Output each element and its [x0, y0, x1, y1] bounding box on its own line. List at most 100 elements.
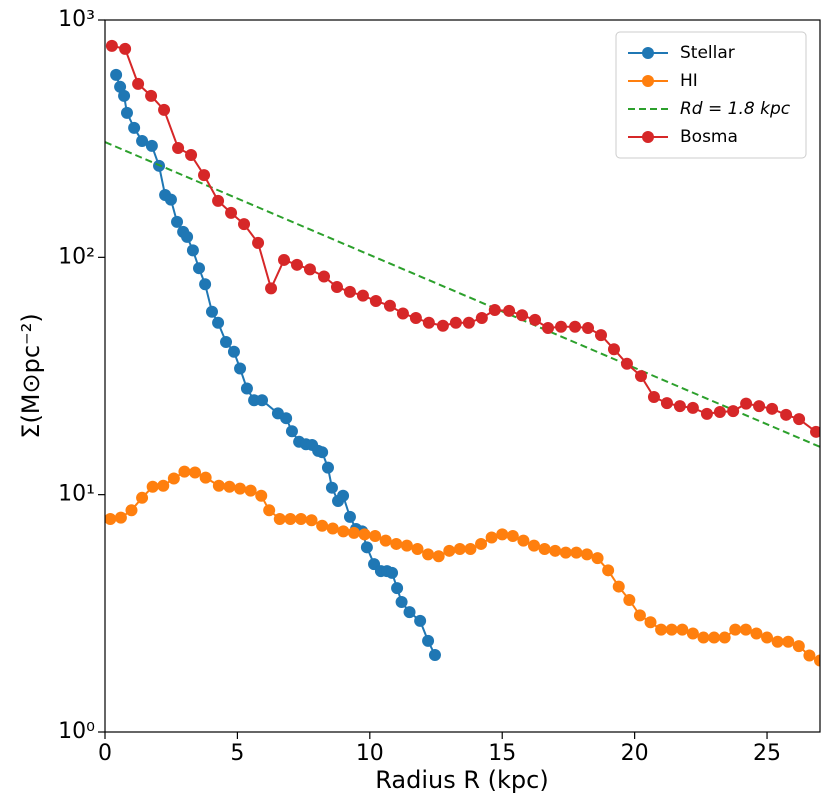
data-point — [114, 511, 127, 524]
x-tick-label: 5 — [230, 741, 244, 766]
data-point — [718, 631, 731, 644]
x-tick-label: 20 — [621, 741, 649, 766]
data-point — [294, 512, 307, 525]
data-point — [665, 623, 678, 636]
data-point — [633, 609, 646, 622]
x-axis-label: Radius R (kpc) — [375, 766, 548, 794]
data-point — [475, 312, 488, 325]
data-point — [555, 320, 568, 333]
data-point — [238, 218, 251, 231]
data-point — [263, 504, 276, 517]
data-point — [167, 472, 180, 485]
y-tick-label: 10² — [58, 244, 95, 269]
data-point — [199, 471, 212, 484]
data-point — [496, 528, 509, 541]
data-point — [330, 280, 343, 293]
data-point — [285, 425, 298, 438]
data-point — [325, 481, 338, 494]
data-point — [125, 504, 138, 517]
data-point — [343, 285, 356, 298]
data-point — [528, 539, 540, 552]
data-point — [655, 623, 668, 636]
legend-label: Stellar — [680, 43, 735, 63]
data-point — [708, 631, 721, 644]
data-point — [602, 564, 615, 577]
data-point — [686, 627, 699, 640]
data-point — [379, 534, 392, 547]
data-point — [120, 106, 133, 119]
data-point — [220, 335, 233, 348]
data-point — [740, 397, 753, 410]
data-point — [326, 522, 339, 535]
data-point — [305, 514, 318, 527]
data-point — [383, 299, 396, 312]
data-point — [227, 345, 240, 358]
data-point — [739, 623, 752, 636]
data-point — [396, 307, 409, 320]
data-point — [488, 303, 501, 316]
data-point — [422, 316, 435, 329]
data-point — [673, 400, 686, 413]
data-point — [686, 401, 699, 414]
legend-marker — [642, 131, 654, 143]
data-point — [697, 631, 710, 644]
data-point — [278, 253, 291, 266]
data-point — [750, 627, 763, 640]
data-point — [205, 305, 218, 318]
data-point — [318, 270, 331, 283]
data-point — [316, 446, 329, 459]
data-point — [240, 382, 253, 395]
series-layer — [105, 39, 820, 667]
data-point — [234, 362, 247, 375]
legend-marker — [642, 47, 654, 59]
data-point — [570, 546, 583, 559]
data-point — [172, 141, 185, 154]
data-point — [713, 406, 726, 419]
data-point — [422, 634, 435, 647]
data-point — [316, 519, 329, 532]
data-point — [462, 316, 475, 329]
data-point — [395, 595, 408, 608]
data-point — [337, 489, 350, 502]
data-point — [212, 194, 225, 207]
data-point — [280, 412, 293, 425]
data-point — [761, 631, 774, 644]
y-tick-label: 10³ — [58, 7, 95, 32]
legend-label: Bosma — [680, 127, 738, 147]
data-point — [145, 139, 158, 152]
data-point — [516, 309, 529, 322]
data-point — [529, 313, 542, 326]
data-point — [347, 526, 360, 539]
data-point — [453, 543, 466, 556]
data-point — [400, 539, 413, 552]
y-tick-label: 10¹ — [58, 482, 95, 507]
data-point — [538, 543, 551, 556]
data-point — [145, 89, 158, 102]
data-point — [255, 489, 268, 502]
data-point — [569, 320, 582, 333]
data-point — [549, 544, 562, 557]
data-point — [181, 230, 194, 243]
data-point — [647, 390, 660, 403]
data-point — [118, 89, 131, 102]
data-point — [171, 215, 184, 228]
data-point — [620, 357, 633, 370]
data-point — [700, 407, 713, 420]
data-point — [485, 531, 498, 544]
data-point — [391, 582, 404, 595]
data-point — [506, 529, 519, 542]
data-point — [580, 548, 593, 561]
series-line — [105, 141, 820, 448]
data-point — [449, 316, 462, 329]
data-point — [146, 480, 159, 493]
data-point — [189, 466, 202, 479]
data-point — [198, 169, 211, 182]
data-point — [223, 480, 236, 493]
data-point — [403, 606, 416, 619]
data-point — [634, 370, 647, 383]
data-point — [321, 461, 334, 474]
data-point — [386, 566, 399, 579]
data-point — [105, 39, 118, 52]
data-point — [607, 343, 620, 356]
